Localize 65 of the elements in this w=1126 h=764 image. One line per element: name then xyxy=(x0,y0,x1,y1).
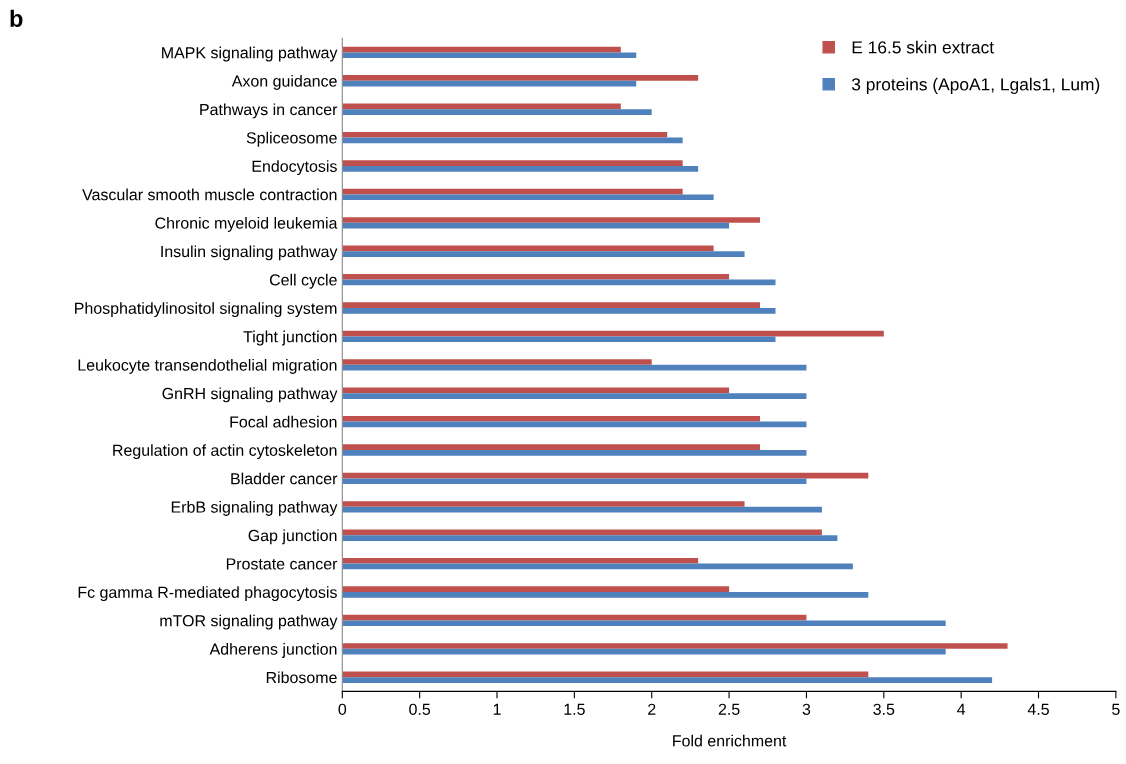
bar xyxy=(342,501,745,507)
y-tick-label: Focal adhesion xyxy=(230,415,337,428)
bar xyxy=(342,535,838,541)
bar xyxy=(342,75,699,81)
bar xyxy=(342,444,761,451)
y-tick-label: Chronic myeloid leukemia xyxy=(155,217,338,232)
y-tick-label: Spliceosome xyxy=(246,131,337,147)
bar xyxy=(342,52,637,59)
bar xyxy=(342,620,946,627)
bar xyxy=(342,592,869,598)
bar xyxy=(342,217,761,223)
bar xyxy=(342,677,993,683)
y-tick-label: Phosphatidylinositol signaling system xyxy=(75,302,337,318)
legend-label: 3 proteins (ApoA1, Lgals1, Lum) xyxy=(851,77,1100,94)
y-tick-label: mTOR signaling pathway xyxy=(160,614,338,630)
x-tick-label: 5 xyxy=(1112,703,1120,715)
y-tick-label: Endocytosis xyxy=(252,160,337,176)
bar xyxy=(342,160,683,166)
x-tick-label: 0.5 xyxy=(409,703,431,715)
legend-label: E 16.5 skin extract xyxy=(852,40,994,54)
bar xyxy=(342,336,776,343)
bar xyxy=(342,302,761,309)
y-tick-label: ErbB signaling pathway xyxy=(171,501,338,516)
bar xyxy=(342,393,807,399)
bar xyxy=(342,273,730,280)
y-tick-label: Fc gamma R-mediated phagocytosis xyxy=(78,586,337,602)
y-tick-label: Regulation of actin cytoskeleton xyxy=(113,444,337,460)
x-axis-title: Fold enrichment xyxy=(673,734,787,747)
y-tick-label: Tight junction xyxy=(243,330,337,346)
x-tick-label: 2 xyxy=(648,703,656,715)
y-tick-label: Ribosome xyxy=(266,671,337,684)
y-tick-label: Adherens junction xyxy=(209,643,337,658)
bar xyxy=(342,194,714,201)
x-tick-label: 2.5 xyxy=(718,703,740,715)
bar xyxy=(342,450,807,456)
bar xyxy=(342,643,1008,649)
y-tick-label: Gap junction xyxy=(248,529,337,545)
y-tick-label: Prostate cancer xyxy=(226,558,338,570)
bar xyxy=(342,131,668,138)
x-tick-label: 3 xyxy=(802,703,811,715)
y-tick-label: Cell cycle xyxy=(269,273,337,289)
x-tick-label: 4 xyxy=(957,703,966,715)
x-tick-label: 4.5 xyxy=(1027,703,1049,715)
bar xyxy=(342,557,699,564)
bar xyxy=(342,251,745,257)
y-tick-label: Insulin signaling pathway xyxy=(161,245,338,261)
bar xyxy=(342,109,652,115)
y-tick-label: Vascular smooth muscle contraction xyxy=(82,188,337,201)
y-tick-label: MAPK signaling pathway xyxy=(162,46,338,62)
bar xyxy=(342,478,807,485)
bar xyxy=(342,166,699,172)
x-tick-label: 0 xyxy=(338,703,347,715)
text: b xyxy=(10,9,23,27)
y-tick-label: Bladder cancer xyxy=(231,472,338,485)
y-tick-label: Leukocyte transendothelial migration xyxy=(78,359,337,374)
y-tick-label: Axon guidance xyxy=(231,75,337,90)
x-tick-label: 1.5 xyxy=(564,703,585,715)
y-tick-label: GnRH signaling pathway xyxy=(162,387,338,403)
y-tick-label: Pathways in cancer xyxy=(200,103,338,119)
x-tick-label: 3.5 xyxy=(873,703,895,715)
bar xyxy=(342,586,730,593)
bar xyxy=(342,359,652,365)
bar xyxy=(342,308,776,314)
bar xyxy=(342,415,761,422)
x-tick-label: 1 xyxy=(493,703,501,715)
